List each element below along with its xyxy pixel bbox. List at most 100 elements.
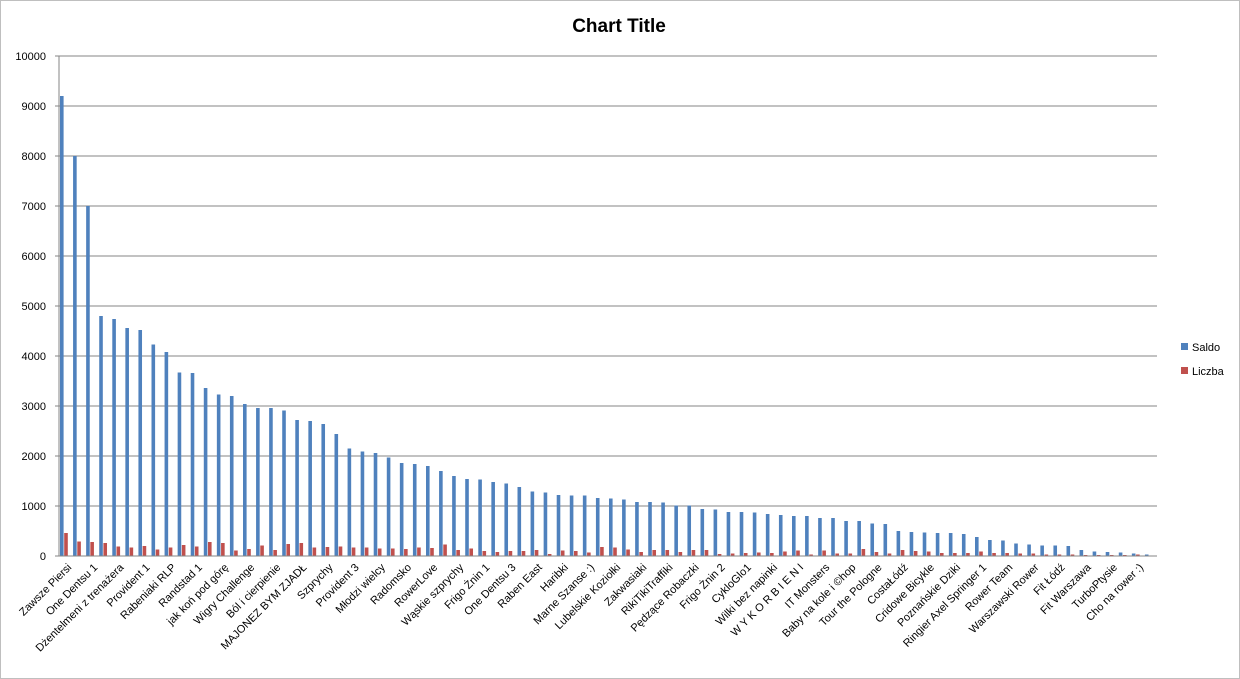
bar-saldo bbox=[347, 448, 352, 556]
y-tick-label: 3000 bbox=[22, 401, 46, 413]
bar-saldo bbox=[961, 534, 966, 556]
bar-saldo bbox=[125, 328, 129, 556]
bar-saldo bbox=[412, 464, 417, 556]
bar-liczba bbox=[325, 547, 330, 556]
bar-liczba bbox=[351, 547, 356, 556]
bar-saldo bbox=[203, 388, 208, 556]
bar-liczba bbox=[521, 551, 526, 556]
bar-saldo bbox=[164, 352, 169, 556]
bar-liczba bbox=[979, 551, 983, 556]
bar-saldo bbox=[922, 532, 927, 556]
bar-liczba bbox=[717, 554, 722, 556]
y-tick-label: 4000 bbox=[22, 351, 46, 363]
bar-liczba bbox=[639, 552, 643, 556]
bar-saldo bbox=[112, 319, 116, 556]
y-tick-label: 7000 bbox=[22, 201, 46, 213]
bar-saldo bbox=[73, 156, 77, 556]
bar-liczba bbox=[377, 548, 382, 556]
bar-saldo bbox=[386, 457, 391, 556]
bar-saldo bbox=[465, 479, 469, 556]
bar-saldo bbox=[60, 96, 64, 556]
bar-liczba bbox=[887, 553, 892, 556]
bar-liczba bbox=[1031, 553, 1036, 556]
bar-saldo bbox=[504, 483, 509, 556]
bar-liczba bbox=[495, 552, 500, 556]
bar-liczba bbox=[299, 543, 304, 556]
bar-saldo bbox=[975, 537, 979, 556]
bar-saldo bbox=[478, 479, 482, 556]
bar-saldo bbox=[752, 512, 757, 556]
bar-liczba bbox=[953, 553, 957, 556]
bar-saldo bbox=[1118, 552, 1123, 556]
bar-liczba bbox=[796, 550, 800, 556]
bar-liczba bbox=[443, 544, 447, 556]
bar-saldo bbox=[1014, 543, 1018, 556]
bar-liczba bbox=[822, 550, 826, 556]
bar-liczba bbox=[181, 545, 186, 556]
bar-saldo bbox=[530, 491, 535, 556]
axes bbox=[58, 56, 1157, 557]
bar-saldo bbox=[1001, 540, 1005, 556]
bar-saldo bbox=[138, 330, 143, 556]
bar-saldo bbox=[1040, 545, 1044, 556]
bar-liczba bbox=[364, 547, 369, 556]
bar-liczba bbox=[678, 552, 683, 556]
bar-saldo bbox=[844, 521, 848, 556]
bar-liczba bbox=[874, 552, 879, 556]
bar-saldo bbox=[190, 373, 195, 556]
bar-liczba bbox=[90, 542, 94, 556]
bar-saldo bbox=[517, 487, 522, 556]
bar-liczba bbox=[142, 546, 147, 556]
bar-liczba bbox=[573, 551, 578, 556]
bar-liczba bbox=[835, 553, 840, 556]
bar-saldo bbox=[491, 482, 495, 556]
bar-saldo bbox=[295, 420, 299, 556]
bar-saldo bbox=[661, 502, 665, 556]
legend-label-liczba: Liczba bbox=[1192, 366, 1225, 378]
bar-saldo bbox=[269, 408, 273, 556]
bar-liczba bbox=[900, 550, 905, 556]
bar-saldo bbox=[700, 509, 705, 556]
bar-saldo bbox=[726, 512, 731, 556]
bar-saldo bbox=[439, 471, 443, 556]
bar-saldo bbox=[883, 524, 888, 556]
chart-title: Chart Title bbox=[572, 16, 666, 37]
bar-liczba bbox=[770, 553, 774, 556]
bar-liczba bbox=[260, 545, 264, 556]
bar-saldo bbox=[687, 505, 692, 556]
bar-saldo bbox=[1079, 550, 1084, 556]
bar-saldo bbox=[373, 453, 378, 556]
bar-saldo bbox=[282, 410, 286, 556]
legend-swatch-liczba bbox=[1181, 367, 1188, 374]
bar-liczba bbox=[534, 550, 539, 556]
bar-liczba bbox=[600, 547, 604, 556]
bar-liczba bbox=[1136, 554, 1140, 556]
bar-liczba bbox=[312, 547, 317, 556]
bar-saldo bbox=[543, 492, 548, 556]
bar-liczba bbox=[221, 543, 225, 556]
y-tick-label: 2000 bbox=[22, 451, 46, 463]
bar-liczba bbox=[743, 553, 748, 556]
bar-saldo bbox=[452, 476, 456, 556]
bar-saldo bbox=[556, 495, 561, 556]
legend-swatch-saldo bbox=[1181, 343, 1188, 350]
bar-liczba bbox=[730, 553, 735, 556]
bar-saldo bbox=[792, 516, 796, 556]
bar-saldo bbox=[635, 502, 639, 556]
bar-liczba bbox=[613, 547, 617, 556]
bar-liczba bbox=[273, 550, 277, 556]
bar-saldo bbox=[243, 404, 247, 556]
bar-saldo bbox=[360, 451, 365, 556]
bar-saldo bbox=[256, 408, 260, 556]
bar-liczba bbox=[1057, 554, 1062, 556]
bar-liczba bbox=[417, 547, 421, 556]
bar-saldo bbox=[713, 509, 718, 556]
gridlines bbox=[59, 55, 1157, 507]
bar-saldo bbox=[1027, 544, 1031, 556]
bar-liczba bbox=[207, 542, 212, 556]
bar-liczba bbox=[992, 553, 996, 556]
bar-saldo bbox=[582, 495, 587, 556]
bar-saldo bbox=[1131, 553, 1136, 556]
